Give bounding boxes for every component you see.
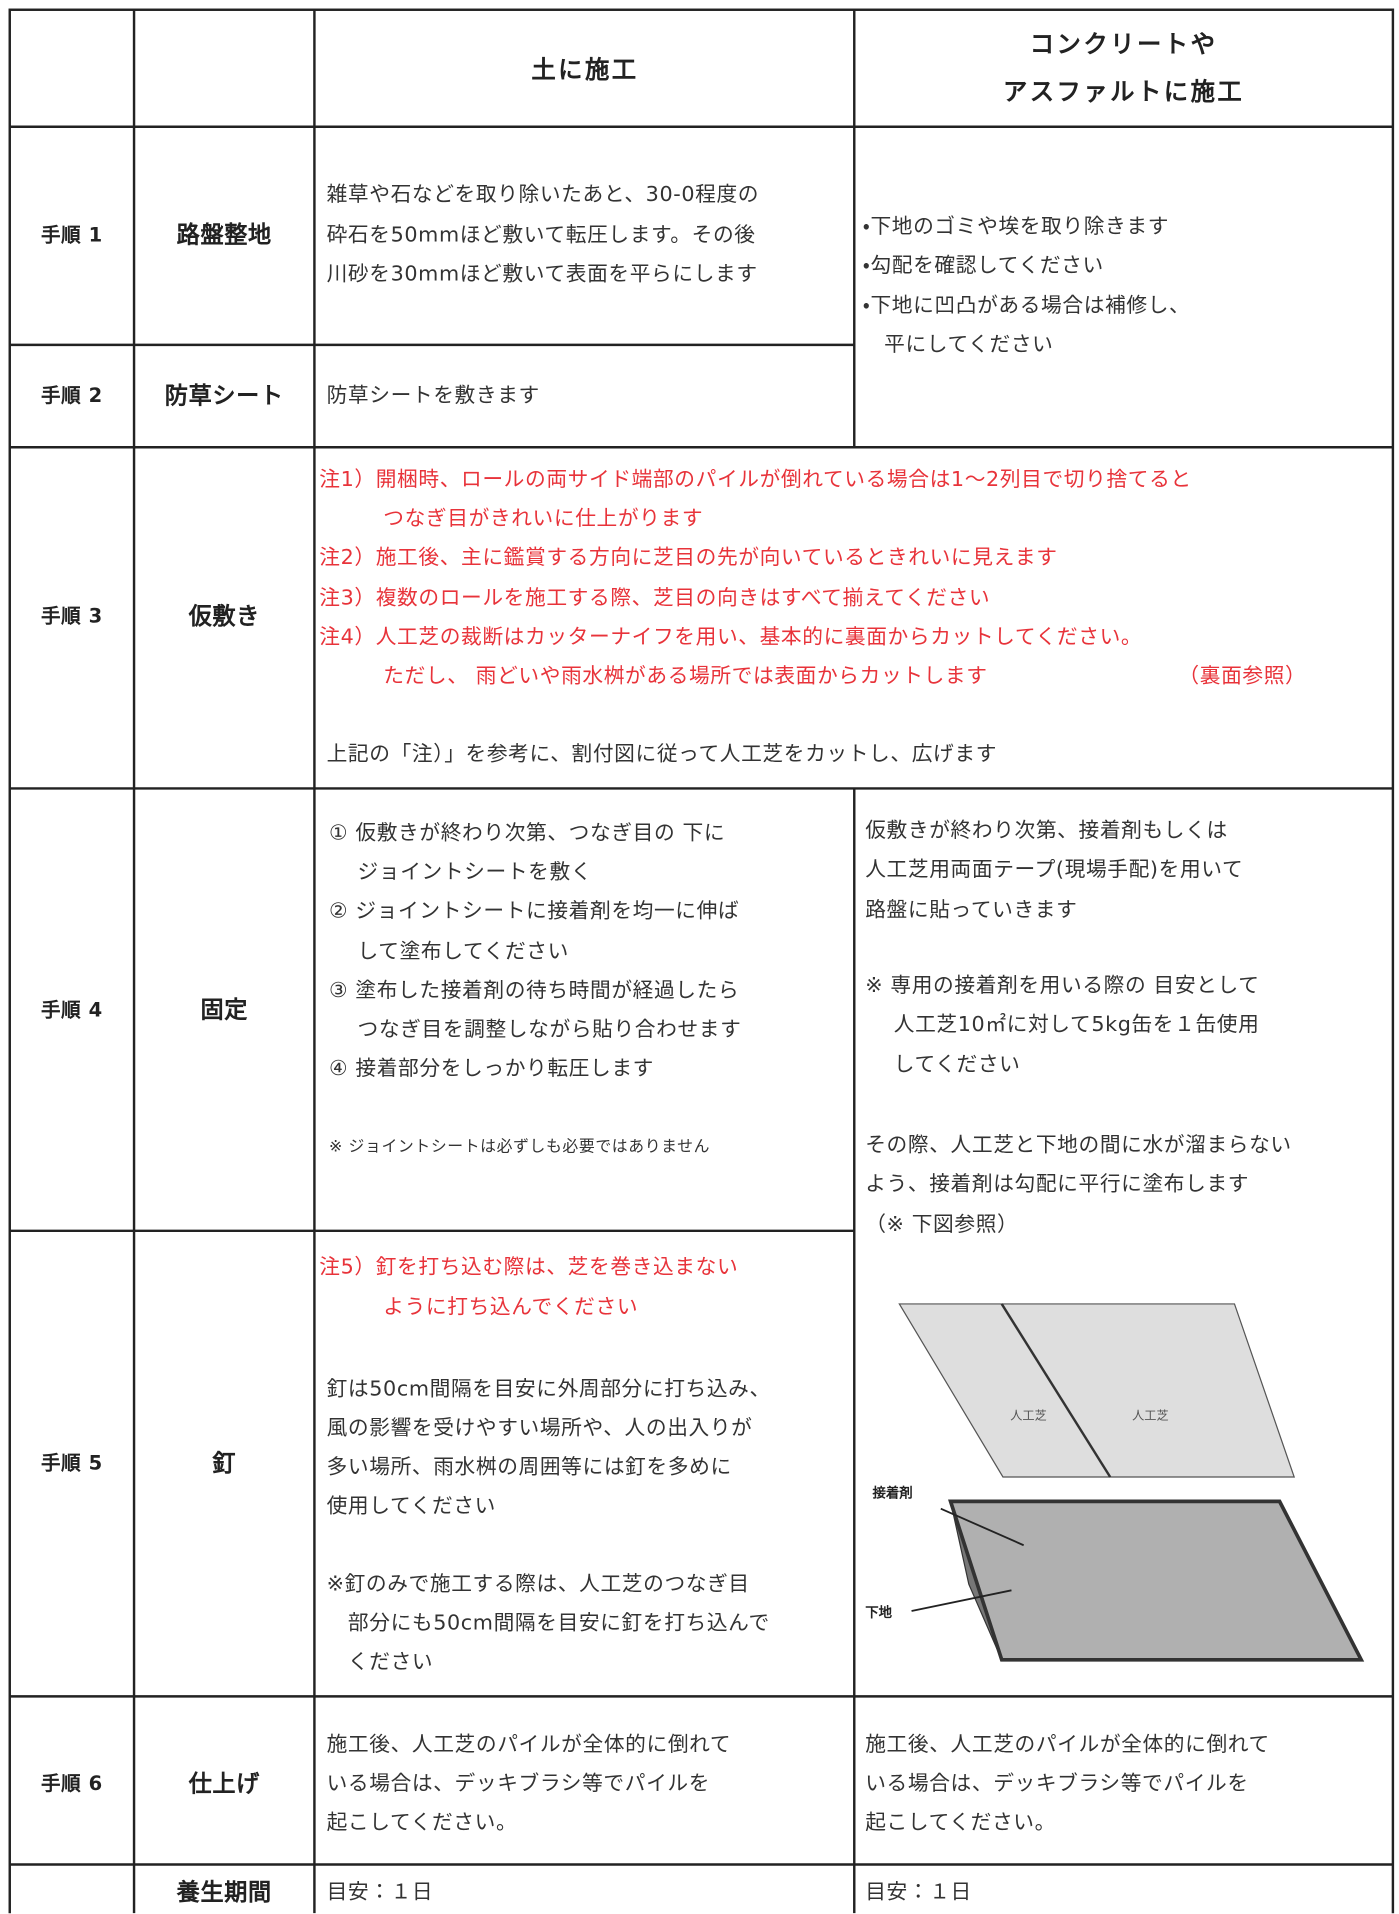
text-line: 施工後、人工芝のパイルが全体的に倒れて [865, 1732, 1270, 1758]
text-line: 人工芝10㎡に対して5kg缶を１缶使用 [865, 1013, 1260, 1038]
base [948, 1499, 1365, 1662]
text-line: ② ジョイントシートに接着剤を均一に伸ば [329, 899, 740, 925]
text-line: （※ 下図参照） [865, 1212, 1019, 1237]
step-label: 手順 3 [40, 604, 103, 628]
text-line: 使用してください [326, 1494, 496, 1519]
step-name: 仮敷き [188, 603, 260, 631]
text-line: 目安：１日 [326, 1880, 434, 1905]
note-line: 注5）釘を打ち込む際は、芝を巻き込まない [319, 1255, 739, 1280]
text-line: 平にしてください [862, 332, 1054, 357]
note-line: 注4）人工芝の裁断はカッターナイフを用い、基本的に裏面からカットしてください。 [319, 624, 1143, 650]
text-line: 多い場所、雨水桝の周囲等には釘を多めに [326, 1455, 732, 1480]
note-reference: （裏面参照） [1178, 664, 1307, 689]
text-line: よう、接着剤は勾配に平行に塗布します [865, 1172, 1250, 1198]
text-line: 施工後、人工芝のパイルが全体的に倒れて [326, 1732, 732, 1758]
step-name: 固定 [200, 996, 248, 1024]
text-line: 砕石を50mmほど敷いて転圧します。その後 [326, 222, 756, 247]
step-label: 手順 1 [40, 223, 103, 247]
text-line: ジョイントシートを敷く [329, 860, 593, 885]
cell-borders [8, 8, 1395, 1914]
text-line: いる場合は、デッキブラシ等でパイルを [865, 1771, 1249, 1797]
text-line: いる場合は、デッキブラシ等でパイルを [326, 1771, 711, 1797]
note-line: 注3）複数のロールを施工する際、芝目の向きはすべて揃えてください [319, 585, 991, 611]
step-label: 手順 6 [40, 1771, 103, 1796]
text-line: 人工芝用両面テープ(現場手配)を用いて [865, 858, 1244, 883]
text-line: 釘は50cm間隔を目安に外周部分に打ち込み、 [326, 1377, 771, 1402]
text-line: 上記の「注）」を参考に、割付図に従って人工芝をカットし、広げます [326, 742, 998, 767]
text-line: つなぎ目を調整しながら貼り合わせます [329, 1017, 742, 1042]
note-line: つなぎ目がきれいに仕上がります [319, 507, 704, 532]
leader-line [911, 1589, 1012, 1612]
text-line: 風の影響を受けやすい場所や、人の出入りが [326, 1416, 753, 1441]
step-name: 防草シート [164, 382, 284, 410]
text-line: その際、人工芝と下地の間に水が溜まらない [865, 1133, 1292, 1158]
text-line: 仮敷きが終わり次第、接着剤もしくは [865, 818, 1228, 844]
figure-label: 人工芝 [1132, 1409, 1169, 1423]
seam [1000, 1303, 1112, 1478]
text-line: してください [865, 1052, 1021, 1077]
figure-label: 人工芝 [1010, 1409, 1047, 1423]
text-line: して塗布してください [329, 939, 569, 964]
text-line: 起こしてください。 [865, 1810, 1056, 1836]
text-line: 起こしてください。 [326, 1810, 518, 1836]
text-line: 部分にも50cm間隔を目安に釘を打ち込んで [326, 1611, 770, 1636]
figure-label: 下地 [865, 1604, 892, 1621]
text-line: 路盤に貼っていきます [865, 897, 1078, 923]
text-line: 川砂を30mmほど敷いて表面を平らにします [326, 262, 758, 287]
footnote: ※ ジョイントシートは必ずしも必要ではありません [329, 1138, 711, 1157]
step-label: 手順 4 [40, 998, 103, 1022]
text-line: ください [326, 1650, 434, 1675]
text-line: ③ 塗布した接着剤の待ち時間が経過したら [329, 978, 740, 1003]
figure-label: 接着剤 [873, 1485, 913, 1502]
text-line: 防草シートを敷きます [326, 383, 540, 409]
note-line: ように打ち込んでください [319, 1294, 639, 1320]
note-line: ただし、 雨どいや雨水桝がある場所では表面からカットします [319, 664, 988, 689]
column-header: アスファルトに施工 [1002, 76, 1245, 107]
note-line: 注2）施工後、主に鑑賞する方向に芝目の先が向いているときれいに見えます [319, 546, 1058, 571]
note-line: 注1）開梱時、ロールの両サイド端部のパイルが倒れている場合は1〜2列目で切り捨て… [319, 467, 1192, 493]
column-header: 土に施工 [531, 54, 639, 85]
text-line: ④ 接着部分をしっかり転圧します [329, 1056, 654, 1082]
text-line: 雑草や石などを取り除いたあと、30-0程度の [326, 182, 760, 208]
text-line: ※ 専用の接着剤を用いる際の 目安として [865, 973, 1260, 999]
text-line: ・勾配を確認してください [862, 253, 1104, 279]
text-line: ※釘のみで施工する際は、人工芝のつなぎ目 [326, 1572, 750, 1597]
step-label: 手順 5 [40, 1451, 103, 1475]
turf-sheets [898, 1303, 1296, 1478]
text-line: ・下地に凹凸がある場合は補修し、 [862, 293, 1191, 318]
text-line: ① 仮敷きが終わり次第、つなぎ目の 下に [329, 821, 726, 846]
step-label: 手順 2 [40, 383, 103, 408]
adhesive-figure: 人工芝 人工芝 接着剤 下地 [865, 1303, 1365, 1662]
text-line: 目安：１日 [865, 1880, 972, 1905]
column-header: コンクリートや [1029, 29, 1218, 59]
step-name: 養生期間 [176, 1879, 272, 1906]
step-name: 釘 [212, 1450, 237, 1477]
leader-line [940, 1507, 1025, 1547]
step-name: 路盤整地 [176, 221, 272, 249]
step-name: 仕上げ [188, 1770, 260, 1798]
text-line: ・下地のゴミや埃を取り除きます [862, 214, 1170, 239]
